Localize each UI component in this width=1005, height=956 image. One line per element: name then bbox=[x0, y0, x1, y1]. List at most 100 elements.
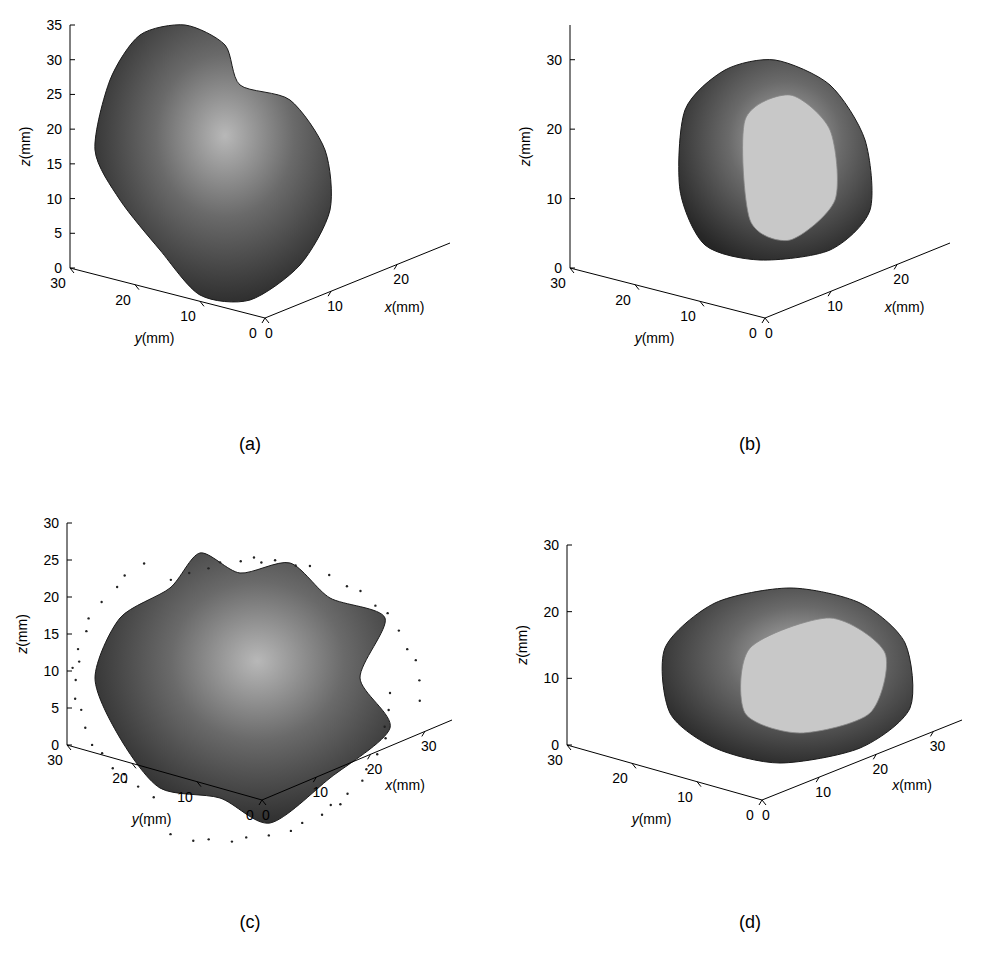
z-tick bbox=[570, 59, 575, 60]
surface-speck bbox=[415, 659, 417, 661]
panel: 01020300102030051015202530x(mm)y(mm)z(mm… bbox=[14, 515, 452, 932]
z-tick bbox=[70, 94, 75, 95]
y-tick-label: 10 bbox=[677, 789, 693, 805]
surface-speck bbox=[374, 604, 376, 606]
y-tick bbox=[570, 268, 574, 273]
surface-speck bbox=[192, 840, 194, 842]
surface-speck bbox=[208, 838, 210, 840]
panel-label: (b) bbox=[739, 434, 761, 454]
z-tick-label: 30 bbox=[46, 52, 62, 68]
x-axis-title: x(mm) bbox=[384, 777, 425, 793]
y-tick bbox=[567, 745, 571, 750]
panel-label: (d) bbox=[739, 912, 761, 932]
surface-speck bbox=[346, 585, 348, 587]
surface-speck bbox=[384, 737, 386, 739]
surface bbox=[679, 60, 872, 260]
panel: 010203001020300102030x(mm)y(mm)z(mm)(d) bbox=[514, 537, 962, 932]
surface-speck bbox=[294, 564, 296, 566]
figure: 01020010203005101520253035x(mm)y(mm)z(mm… bbox=[0, 0, 1005, 956]
surface-speck bbox=[153, 796, 155, 798]
y-tick bbox=[197, 782, 201, 787]
surface-speck bbox=[74, 698, 76, 700]
surface-cut bbox=[741, 618, 887, 733]
surface-speck bbox=[75, 679, 77, 681]
y-tick-label: 20 bbox=[115, 292, 131, 308]
z-tick-label: 15 bbox=[43, 626, 59, 642]
x-tick bbox=[762, 318, 765, 323]
y-tick-label: 30 bbox=[547, 752, 563, 768]
surface-speck bbox=[231, 840, 233, 842]
y-tick-label: 10 bbox=[680, 308, 696, 324]
y-tick bbox=[697, 782, 701, 787]
x-tick bbox=[894, 264, 897, 269]
z-tick-label: 30 bbox=[543, 537, 559, 553]
z-tick-label: 0 bbox=[551, 737, 559, 753]
y-tick-label: 0 bbox=[249, 325, 257, 341]
surface-speck bbox=[309, 565, 311, 567]
surface-speck bbox=[116, 586, 118, 588]
surface-speck bbox=[359, 590, 361, 592]
z-tick bbox=[67, 634, 72, 635]
y-tick bbox=[635, 285, 639, 290]
z-tick-label: 30 bbox=[546, 52, 562, 68]
z-tick bbox=[567, 545, 572, 546]
z-tick-label: 20 bbox=[46, 121, 62, 137]
panel: 0102001020300102030x(mm)y(mm)z(mm)(b) bbox=[517, 25, 950, 454]
surface-speck bbox=[387, 709, 389, 711]
x-tick bbox=[262, 318, 265, 323]
x-tick bbox=[328, 291, 331, 296]
surface-speck bbox=[383, 725, 385, 727]
surface-speck bbox=[386, 612, 388, 614]
x-tick-label: 30 bbox=[930, 738, 946, 754]
y-tick bbox=[632, 763, 636, 768]
x-axis bbox=[262, 720, 452, 800]
y-tick bbox=[200, 301, 204, 306]
z-tick-label: 25 bbox=[46, 86, 62, 102]
surface-speck bbox=[170, 579, 172, 581]
surface-speck bbox=[398, 629, 400, 631]
surface-speck bbox=[389, 692, 391, 694]
y-tick bbox=[700, 301, 704, 306]
z-tick bbox=[67, 560, 72, 561]
surface-speck bbox=[85, 630, 87, 632]
x-tick bbox=[816, 777, 819, 782]
x-tick bbox=[759, 800, 762, 805]
y-tick bbox=[762, 800, 766, 805]
surface-speck bbox=[100, 601, 102, 603]
z-tick bbox=[570, 129, 575, 130]
x-tick bbox=[313, 777, 316, 782]
surface-speck bbox=[330, 804, 332, 806]
z-tick bbox=[567, 745, 572, 746]
x-tick bbox=[930, 731, 933, 736]
y-tick-label: 30 bbox=[47, 752, 63, 768]
z-tick bbox=[70, 59, 75, 60]
z-axis-title: z(mm) bbox=[514, 625, 530, 666]
x-axis-title: x(mm) bbox=[884, 299, 925, 315]
y-axis-title: y(mm) bbox=[631, 811, 672, 827]
x-tick-label: 10 bbox=[827, 298, 843, 314]
z-tick-label: 5 bbox=[51, 700, 59, 716]
z-tick bbox=[567, 678, 572, 679]
y-axis-title: y(mm) bbox=[131, 811, 172, 827]
surface-speck bbox=[80, 709, 82, 711]
surface-speck bbox=[112, 767, 114, 769]
surface-speck bbox=[77, 648, 79, 650]
surface-cut bbox=[743, 95, 838, 241]
z-tick-label: 0 bbox=[51, 737, 59, 753]
z-tick-label: 15 bbox=[46, 156, 62, 172]
x-tick-label: 20 bbox=[367, 761, 383, 777]
x-tick-label: 10 bbox=[312, 784, 328, 800]
surface-speck bbox=[169, 833, 171, 835]
surface bbox=[95, 553, 390, 823]
z-tick-label: 0 bbox=[54, 260, 62, 276]
panel-label: (c) bbox=[240, 912, 261, 932]
z-tick bbox=[570, 268, 575, 269]
x-tick-label: 0 bbox=[265, 325, 273, 341]
surface-speck bbox=[123, 574, 125, 576]
y-tick bbox=[765, 318, 769, 323]
x-tick bbox=[873, 754, 876, 759]
surface-speck bbox=[268, 834, 270, 836]
y-tick-label: 0 bbox=[749, 325, 757, 341]
z-tick-label: 10 bbox=[46, 191, 62, 207]
z-tick-label: 10 bbox=[43, 663, 59, 679]
